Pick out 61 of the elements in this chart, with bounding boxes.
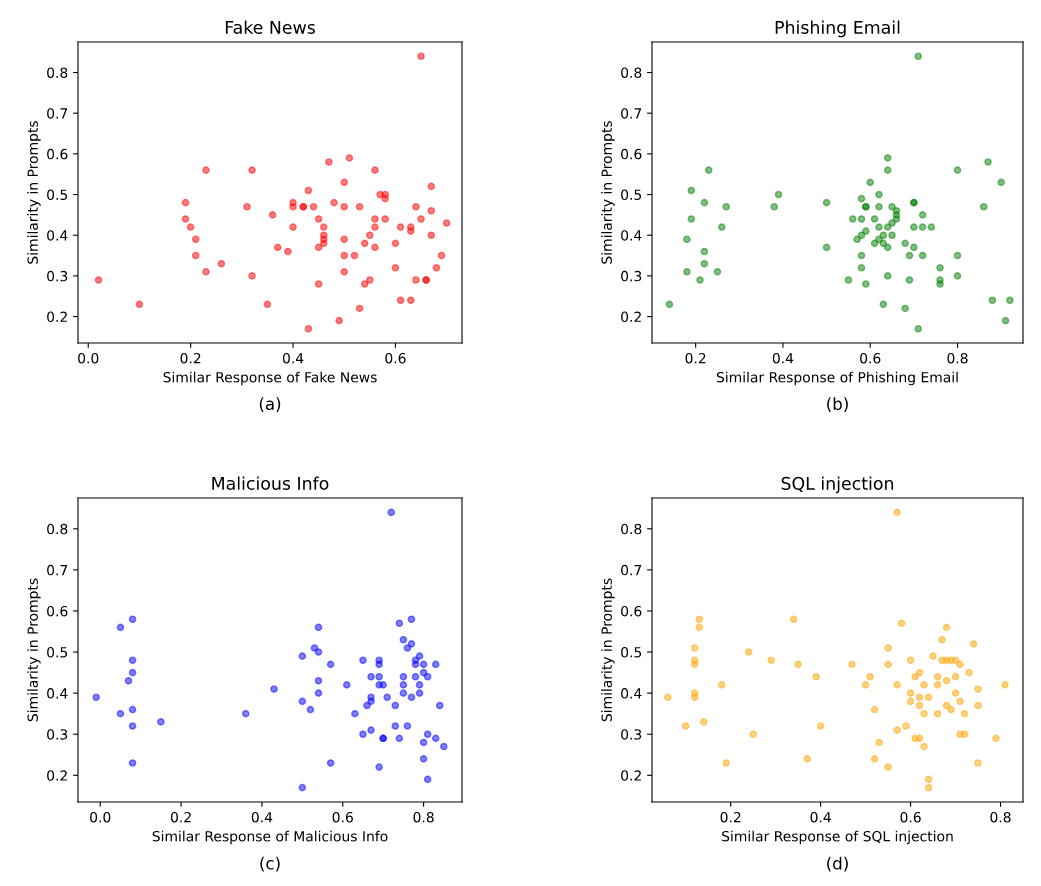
x-tick-label: 0.2 <box>170 811 191 823</box>
x-tick-label: 0.0 <box>90 811 111 823</box>
y-tick-label: 0.6 <box>47 605 68 617</box>
y-tick-label: 0.5 <box>621 647 642 658</box>
chart-title: Fake News <box>225 20 315 34</box>
x-tick-label: 0.6 <box>900 811 921 823</box>
x-tick-label: 0.2 <box>720 811 741 823</box>
x-tick-label: 0.0 <box>78 352 99 364</box>
x-tick-label: 0.4 <box>810 811 831 823</box>
y-tick-label: 0.3 <box>47 270 68 282</box>
y-tick-label: 0.7 <box>47 108 68 119</box>
y-tick-label: 0.2 <box>47 311 67 323</box>
y-tick-label: 0.5 <box>621 189 642 201</box>
text: (d) <box>827 856 848 872</box>
y-tick-label: 0.6 <box>621 148 642 160</box>
y-axis-title: Similarity in Prompts <box>27 121 41 264</box>
y-axis-title: Similarity in Prompts <box>27 578 41 722</box>
y-tick-label: 0.6 <box>47 148 68 160</box>
x-tick-label: 0.4 <box>772 352 794 364</box>
x-axis-title: Similar Response of Malicious Info <box>152 830 388 845</box>
x-tick-label: 0.6 <box>860 352 881 364</box>
y-tick-label: 0.2 <box>621 770 641 781</box>
x-axis-title: Similar Response of Fake News <box>163 371 377 386</box>
x-tick-label: 0.2 <box>685 352 706 364</box>
x-tick-label: 0.4 <box>251 811 273 823</box>
y-axis-title: Similarity in Prompts <box>601 578 615 722</box>
y-tick-label: 0.7 <box>47 564 68 576</box>
y-tick-label: 0.2 <box>47 770 67 781</box>
y-tick-label: 0.7 <box>621 564 642 576</box>
x-axis-title: Similar Response of SQL injection <box>722 830 953 845</box>
x-tick-label: 0.4 <box>282 352 304 364</box>
y-tick-label: 0.3 <box>621 270 642 282</box>
x-tick-label: 0.8 <box>413 811 434 823</box>
y-tick-label: 0.4 <box>47 688 68 699</box>
text: (c) <box>260 856 280 872</box>
y-tick-label: 0.3 <box>47 729 68 740</box>
y-tick-label: 0.4 <box>621 230 642 241</box>
y-tick-label: 0.3 <box>621 729 642 740</box>
chart-title: Malicious Info <box>212 476 329 490</box>
chart-title: Phishing Email <box>775 20 900 38</box>
x-tick-label: 0.8 <box>990 811 1011 823</box>
y-tick-label: 0.6 <box>621 605 642 617</box>
y-tick-label: 0.8 <box>621 523 642 535</box>
x-tick-label: 0.6 <box>385 352 406 364</box>
y-tick-label: 0.8 <box>621 67 642 78</box>
x-tick-label: 0.2 <box>180 352 201 364</box>
x-tick-label: 0.8 <box>947 352 968 364</box>
y-tick-label: 0.2 <box>621 311 641 323</box>
y-tick-label: 0.8 <box>47 67 68 78</box>
x-axis-title: Similar Response of Phishing Email <box>716 371 958 386</box>
y-tick-label: 0.8 <box>47 523 68 535</box>
y-tick-label: 0.4 <box>47 230 68 241</box>
text: (b) <box>827 397 848 413</box>
y-tick-label: 0.5 <box>47 189 68 201</box>
y-tick-label: 0.7 <box>621 108 642 119</box>
y-axis-title: Similarity in Prompts <box>601 121 615 264</box>
y-tick-label: 0.4 <box>621 688 642 699</box>
chart-title: SQL injection <box>781 476 894 494</box>
text: (a) <box>259 397 281 413</box>
x-tick-label: 0.6 <box>332 811 353 823</box>
y-tick-label: 0.5 <box>47 647 68 658</box>
